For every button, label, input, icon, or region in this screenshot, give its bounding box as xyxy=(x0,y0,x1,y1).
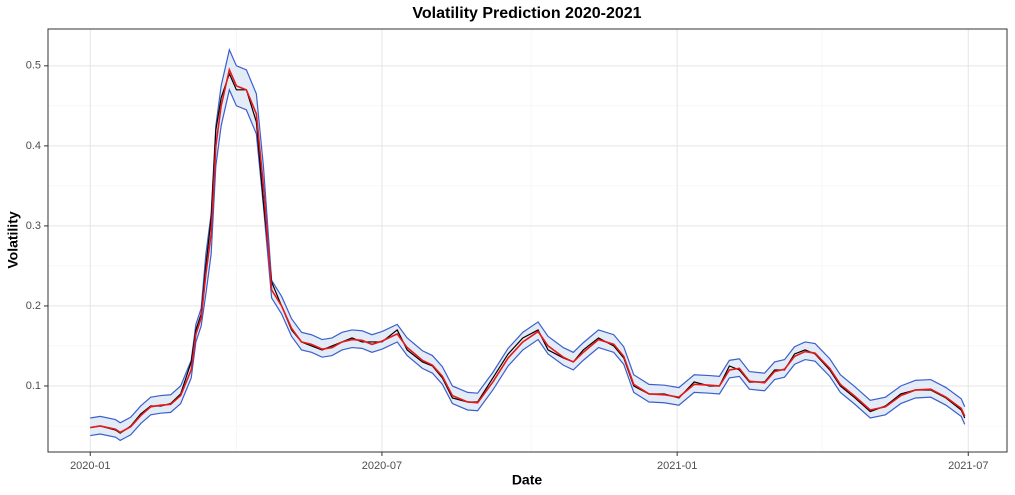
y-tick-label: 0.5 xyxy=(26,60,41,72)
panel-border xyxy=(47,28,1008,453)
series-line xyxy=(90,67,966,434)
x-tick-label: 2020-07 xyxy=(362,460,402,472)
y-tick-label: 0.4 xyxy=(26,140,41,152)
y-tick-label: 0.2 xyxy=(26,300,41,312)
series-line xyxy=(90,47,966,424)
x-tick-label: 2021-01 xyxy=(657,460,697,472)
series-line xyxy=(90,87,966,442)
y-axis-title: Volatility xyxy=(5,211,21,269)
panel xyxy=(48,29,1007,452)
x-tick-label: 2021-07 xyxy=(948,460,988,472)
chart-title: Volatility Prediction 2020-2021 xyxy=(412,5,641,22)
x-axis-title: Date xyxy=(512,472,543,488)
x-tick-label: 2020-01 xyxy=(70,460,110,472)
y-tick-label: 0.1 xyxy=(26,380,41,392)
y-tick-label: 0.3 xyxy=(26,220,41,232)
series-line xyxy=(90,72,966,434)
prediction-band xyxy=(90,49,965,441)
